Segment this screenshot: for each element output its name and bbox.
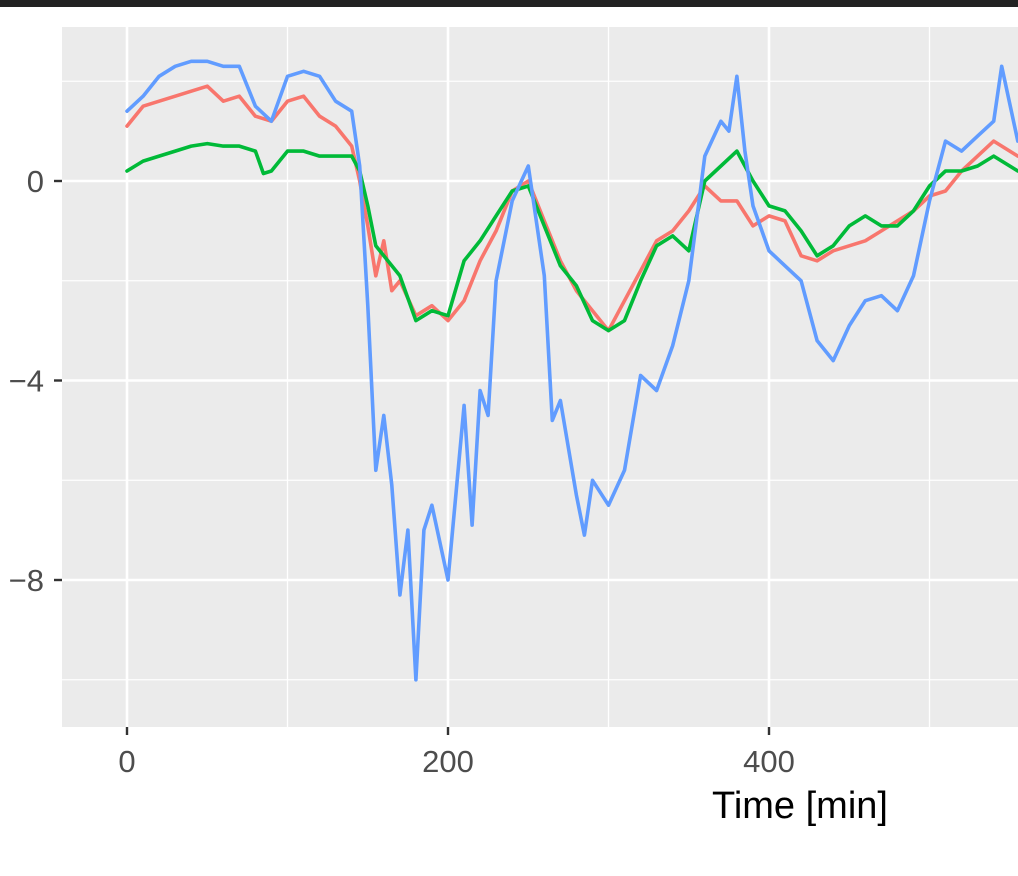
x-tick-label: 400 [743,744,795,779]
plot-panel [62,27,1018,727]
x-tick-label: 200 [422,744,474,779]
minor-gridlines [62,27,1018,727]
series-line-1 [125,84,1018,333]
x-tick-label: 0 [118,744,135,779]
series-line-2 [125,141,1018,333]
series-lines [125,59,1018,682]
major-gridlines [62,27,1018,727]
y-tick-label: −8 [9,563,44,598]
axes: 0 200 400 0 −4 −8 [9,164,795,779]
y-tick-label: 0 [27,164,44,199]
series-line-3 [125,59,1018,682]
x-axis-title: Time [min] [712,785,888,827]
top-border [0,0,1018,7]
y-tick-label: −4 [9,364,44,399]
